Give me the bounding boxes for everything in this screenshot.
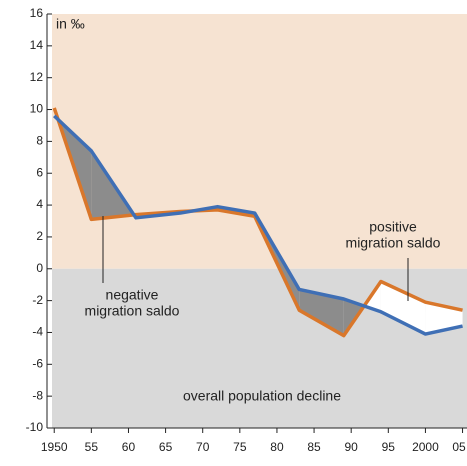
x-tick-label: 2000 xyxy=(412,440,439,454)
y-tick-label: 14 xyxy=(30,38,44,52)
unit-label: in ‰ xyxy=(56,16,85,32)
positive-saldo-area xyxy=(380,281,426,335)
y-tick-label: -8 xyxy=(32,388,43,402)
x-tick-label: 65 xyxy=(159,440,173,454)
x-tick-label: 95 xyxy=(382,440,396,454)
y-tick-label: 12 xyxy=(30,70,44,84)
y-tick-label: -10 xyxy=(26,420,44,434)
x-tick-label: 80 xyxy=(270,440,284,454)
annotation: overall population decline xyxy=(183,388,341,404)
y-tick-label: 10 xyxy=(30,102,44,116)
y-tick-label: 2 xyxy=(36,229,43,243)
x-tick-label: 05 xyxy=(452,440,466,454)
x-tick-label: 60 xyxy=(122,440,136,454)
x-tick-label: 55 xyxy=(85,440,99,454)
y-tick-label: -4 xyxy=(32,325,43,339)
annotation: positive xyxy=(369,219,417,235)
y-tick-label: -2 xyxy=(32,293,43,307)
negative-saldo-area xyxy=(299,289,344,336)
x-tick-label: 1950 xyxy=(41,440,68,454)
annotation: migration saldo xyxy=(85,303,180,319)
x-tick-label: 90 xyxy=(345,440,359,454)
annotation: negative xyxy=(106,287,159,303)
x-tick-label: 70 xyxy=(196,440,210,454)
y-tick-label: -6 xyxy=(32,356,43,370)
annotation: migration saldo xyxy=(346,235,441,251)
y-tick-label: 0 xyxy=(36,261,43,275)
y-tick-label: 16 xyxy=(30,6,44,20)
y-tick-label: 6 xyxy=(36,165,43,179)
positive-saldo-area xyxy=(425,302,463,335)
y-tick-label: 8 xyxy=(36,134,43,148)
series-line xyxy=(53,114,463,336)
x-tick-label: 85 xyxy=(307,440,321,454)
y-tick-label: 4 xyxy=(36,197,43,211)
x-tick-label: 75 xyxy=(233,440,247,454)
